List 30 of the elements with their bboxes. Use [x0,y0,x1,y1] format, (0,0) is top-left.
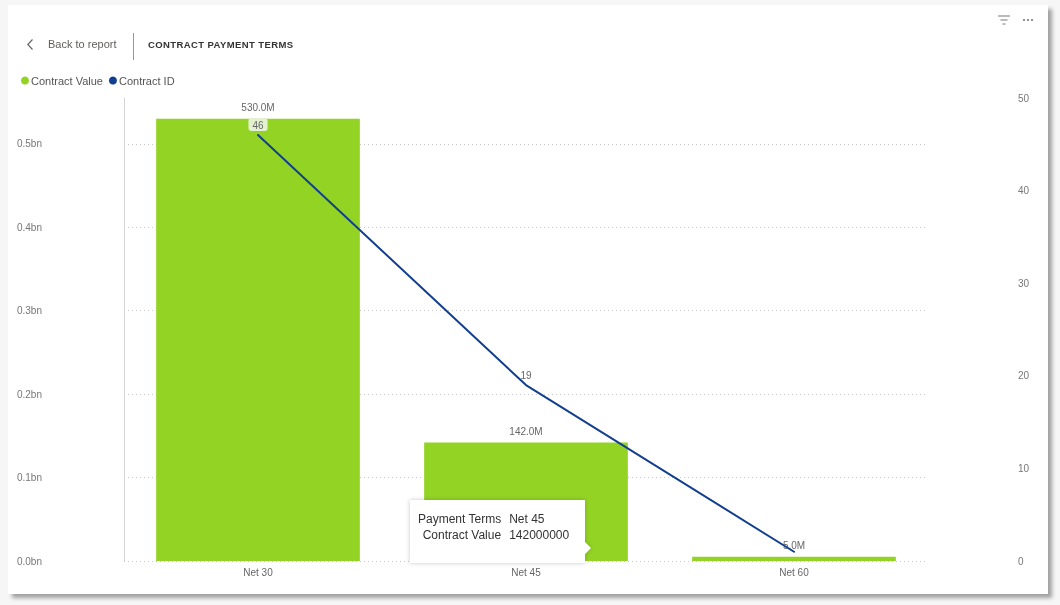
y-tick-label: 0.5bn [16,138,42,150]
y-tick-label: 0.4bn [16,221,42,233]
data-label: 19 [520,369,532,381]
y-tick-label: 0.3bn [16,305,42,317]
text: Back to report [48,38,117,50]
y2-tick-label: 20 [1018,370,1030,382]
legend-label: Contract ID [118,74,175,87]
x-tick-label: Net 45 [511,566,542,578]
y2-tick-label: 40 [1018,185,1030,197]
y-tick-label: 0.2bn [16,388,42,400]
data-label: 530.0M [241,102,275,114]
x-tick-label: Net 60 [779,566,810,578]
y-tick-label: 0.1bn [16,472,42,484]
y-tick-label: 0.0bn [16,555,42,567]
y2-tick-label: 30 [1018,277,1030,289]
data-label: 46 [252,119,264,131]
bar [156,118,360,561]
annotation: Payment Terms [418,512,503,528]
data-label: 142.0M [509,426,543,438]
y2-tick-label: 50 [1018,92,1030,104]
legend-label: Contract Value [31,74,103,87]
annotation: Contract Value [421,528,503,544]
y2-tick-label: 0 [1018,555,1024,567]
x-tick-label: Net 30 [243,566,274,578]
chart-title: CONTRACT PAYMENT TERMS [148,39,294,50]
annotation: 142000000 [509,528,570,544]
y2-tick-label: 10 [1018,462,1030,474]
annotation: Net 45 [509,512,546,528]
data-label: 5.0M [782,540,806,552]
bar [692,556,896,561]
